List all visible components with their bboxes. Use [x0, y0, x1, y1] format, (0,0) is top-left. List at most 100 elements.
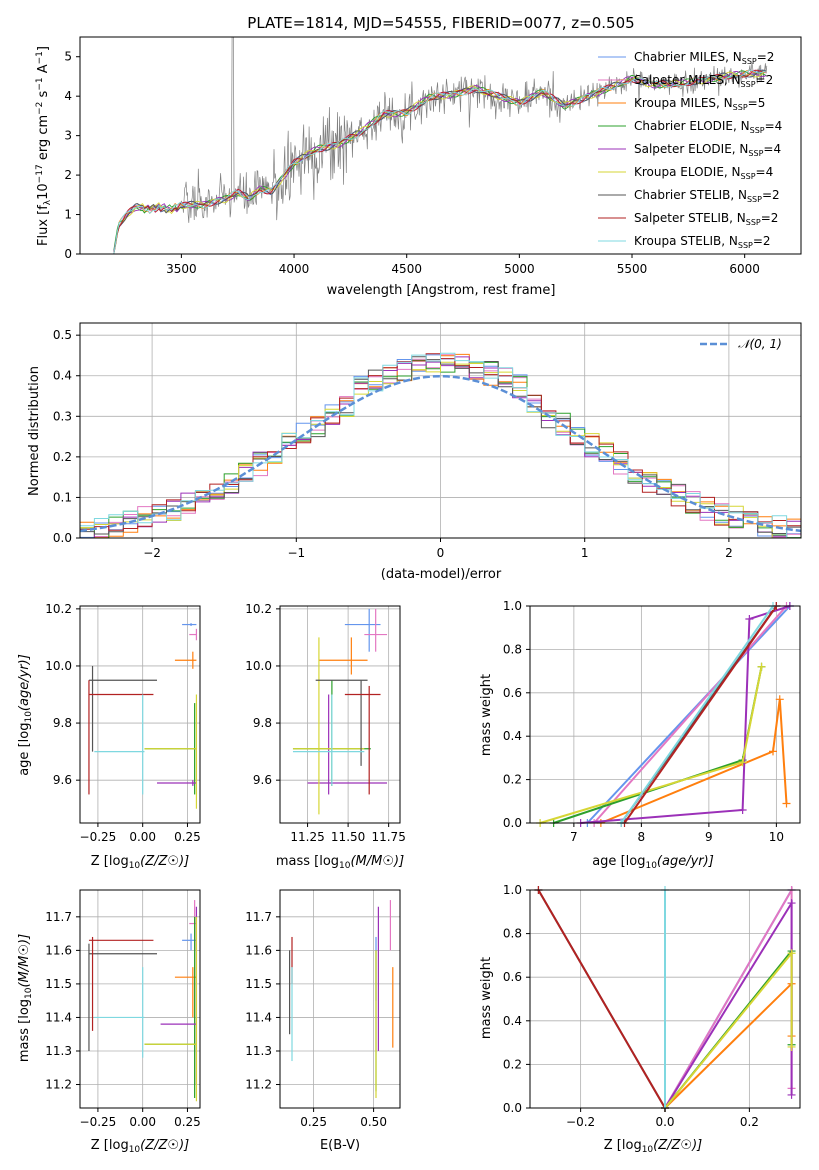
ytick-label: 10.0: [245, 659, 272, 673]
ytick-label: 11.7: [245, 910, 272, 924]
weight-line-salpeter_miles: [664, 886, 793, 1109]
wAge-ylabel: mass weight: [479, 674, 494, 756]
weight-vs-age-panel: 7 8 9 10 0.0 0.2 0.4 0.6 0.8 1.0: [503, 599, 801, 844]
xtick-label: 8: [638, 830, 646, 844]
residual-ytick-label: 0.4: [53, 369, 72, 383]
ytick-label: 0.6: [503, 970, 522, 984]
xtick-label: 0.00: [129, 1115, 156, 1129]
residual-ytick-label: 0.1: [53, 490, 72, 504]
weight-marker-kroupa_miles: [782, 799, 791, 808]
ytick-label: 9.8: [253, 716, 272, 730]
mass-vs-ebv-panel: 0.25 0.50 11.2 11.3 11.4 11.5 11.6 11.7: [245, 889, 401, 1129]
legend-label-chabrier_elodie: Chabrier ELODIE, NSSP=4: [634, 119, 782, 135]
ytick-label: 0.8: [503, 927, 522, 941]
weight-line-kroupa_elodie: [664, 950, 793, 1109]
plot-content: [534, 886, 796, 1112]
xtick-label: 0.2: [740, 1115, 759, 1129]
ytick-label: 11.6: [245, 943, 272, 957]
spectrum-axes: [79, 36, 802, 255]
xtick-label: 7: [570, 830, 578, 844]
legend-label-kroupa_stelib: Kroupa STELIB, NSSP=2: [634, 234, 771, 250]
ytick-label: 9.8: [53, 716, 72, 730]
spectrum-xtick-label: 3500: [166, 262, 197, 276]
weight-marker-kroupa_miles: [769, 747, 777, 756]
normal-legend-label: 𝒩(0, 1): [738, 337, 782, 351]
spectrum-ytick-label: 3: [64, 129, 72, 143]
weight-marker-kroupa_miles: [775, 695, 784, 704]
ytick-label: 11.4: [245, 1010, 272, 1024]
plot-content: [88, 623, 198, 809]
ageZ-xlabel: Z [log10(Z/Z☉)]: [91, 854, 189, 871]
residual-xtick-label: −1: [287, 546, 305, 560]
residual-ytick-label: 0.2: [53, 450, 72, 464]
weight-marker-kroupa_elodie: [738, 758, 747, 767]
ytick-label: 0.2: [503, 773, 522, 787]
weight-vs-metallicity-panel: −0.2 0.0 0.2 0.0 0.2 0.4 0.6 0.8 1.0: [503, 883, 801, 1129]
ytick-label: 1.0: [503, 883, 522, 897]
ytick-label: 0.4: [503, 1014, 522, 1028]
weight-marker-kroupa_elodie: [757, 662, 766, 671]
residual-ytick-label: 0.0: [53, 531, 72, 545]
spectrum-xtick-label: 6000: [729, 262, 760, 276]
ytick-label: 0.6: [503, 686, 522, 700]
xtick-label: 0.25: [300, 1115, 327, 1129]
weight-line-salpeter_miles: [593, 605, 788, 824]
xtick-label: 10: [769, 830, 784, 844]
xtick-label: 11.75: [371, 830, 405, 844]
spectrum-xtick-label: 5000: [504, 262, 535, 276]
residual-ytick-label: 0.5: [53, 328, 72, 342]
ytick-label: 9.6: [53, 773, 72, 787]
weight-marker-salpeter_elodie: [738, 805, 747, 814]
axes-frame: [279, 889, 401, 1109]
ytick-label: 0.2: [503, 1057, 522, 1071]
ytick-label: 10.0: [45, 659, 72, 673]
ytick-label: 9.6: [253, 773, 272, 787]
spectrum-panel: PLATE=1814, MJD=54555, FIBERID=0077, z=0…: [35, 14, 802, 298]
ytick-label: 11.7: [45, 910, 72, 924]
spectrum-ytick-label: 0: [64, 247, 72, 261]
spectrum-title: PLATE=1814, MJD=54555, FIBERID=0077, z=0…: [247, 14, 634, 32]
spectrum-legend: Chabrier MILES, NSSP=2 Salpeter MILES, NS…: [598, 50, 782, 250]
ytick-label: 10.2: [245, 602, 272, 616]
wAge-xlabel: age [log10(age/yr)]: [592, 854, 714, 871]
spectrum-ytick-label: 1: [64, 208, 72, 222]
weight-line-kroupa_miles: [664, 981, 793, 1109]
spectrum-xlabel: wavelength [Angstrom, rest frame]: [327, 283, 556, 298]
ytick-label: 11.4: [45, 1010, 72, 1024]
residuals-panel: −2 −1 0 1 2 0.0 0.1 0.2 0.3 0.4 0.5 (data-model)/e…: [27, 322, 802, 582]
residual-xtick-label: 1: [581, 546, 589, 560]
plot-content: [88, 900, 198, 1102]
legend-label-chabrier_miles: Chabrier MILES, NSSP=2: [634, 50, 774, 66]
weight-marker-salpeter_elodie: [787, 1090, 796, 1099]
weight-marker-salpeter_elodie: [787, 899, 796, 908]
weight-line-kroupa_stelib: [620, 605, 774, 824]
residual-histogram-kroupa_stelib: [80, 352, 801, 539]
xtick-label: 9: [705, 830, 713, 844]
residuals-xlabel: (data-model)/error: [381, 567, 502, 582]
ytick-label: 11.3: [45, 1044, 72, 1058]
ytick-label: 11.2: [45, 1078, 72, 1092]
age-vs-mass-panel: 11.25 11.50 11.75 9.6 9.8 10.0 10.2: [245, 602, 406, 844]
legend-label-kroupa_miles: Kroupa MILES, NSSP=5: [634, 96, 765, 112]
ytick-label: 0.0: [503, 816, 522, 830]
mZ-ylabel: mass [log10(M/M☉)]: [17, 934, 34, 1062]
xtick-label: 0.25: [174, 1115, 201, 1129]
ytick-label: 0.8: [503, 642, 522, 656]
xtick-label: −0.2: [566, 1115, 595, 1129]
legend-label-chabrier_stelib: Chabrier STELIB, NSSP=2: [634, 188, 780, 204]
residual-xtick-label: 0: [437, 546, 445, 560]
residuals-ylabel: Normed distribution: [27, 366, 42, 496]
spectrum-xtick-label: 4000: [279, 262, 310, 276]
mZ-xlabel: Z [log10(Z/Z☉)]: [91, 1138, 189, 1155]
axes-frame: [79, 605, 201, 824]
weight-line-kroupa_miles: [600, 699, 788, 824]
spectrum-ytick-label: 4: [64, 89, 72, 103]
spectrum-xtick-label: 5500: [617, 262, 648, 276]
spectrum-ytick-label: 5: [64, 50, 72, 64]
residual-ytick-label: 0.3: [53, 409, 72, 423]
weight-line-salpeter_stelib: [623, 605, 778, 824]
xtick-label: −0.25: [80, 1115, 117, 1129]
spectrum-ylabel: Flux [fλ10−17 erg cm−2 s−1 A−1]: [35, 46, 53, 246]
xtick-label: 0.25: [174, 830, 201, 844]
